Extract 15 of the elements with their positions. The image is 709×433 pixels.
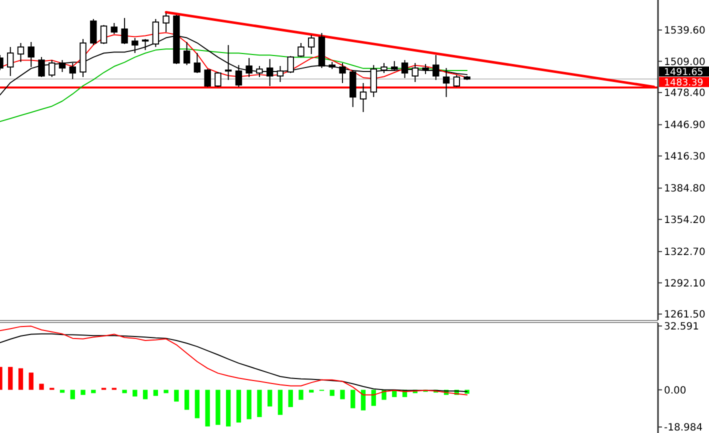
y-tick-label: 1292.10 (664, 278, 706, 290)
y-tick-label: 1354.20 (664, 214, 706, 226)
y-tick-label: 1261.50 (664, 310, 706, 321)
y-tick-label: -18.984 (664, 422, 703, 433)
ref-line-label: 1491.65 (664, 66, 704, 78)
y-tick-label: 1322.70 (664, 247, 706, 258)
y-tick-label: 1384.80 (664, 184, 706, 195)
y-tick-label: 0.00 (664, 385, 686, 396)
y-tick-label: 1478.40 (664, 88, 706, 100)
y-tick-label: 1416.30 (664, 151, 706, 162)
ref-line-label: 1483.39 (664, 77, 704, 88)
y-tick-label: 1446.90 (664, 120, 706, 132)
y-tick-label: 1539.60 (664, 26, 706, 37)
y-tick-label: 32.591 (664, 322, 699, 332)
y-tick-label: 1509.00 (664, 56, 706, 68)
